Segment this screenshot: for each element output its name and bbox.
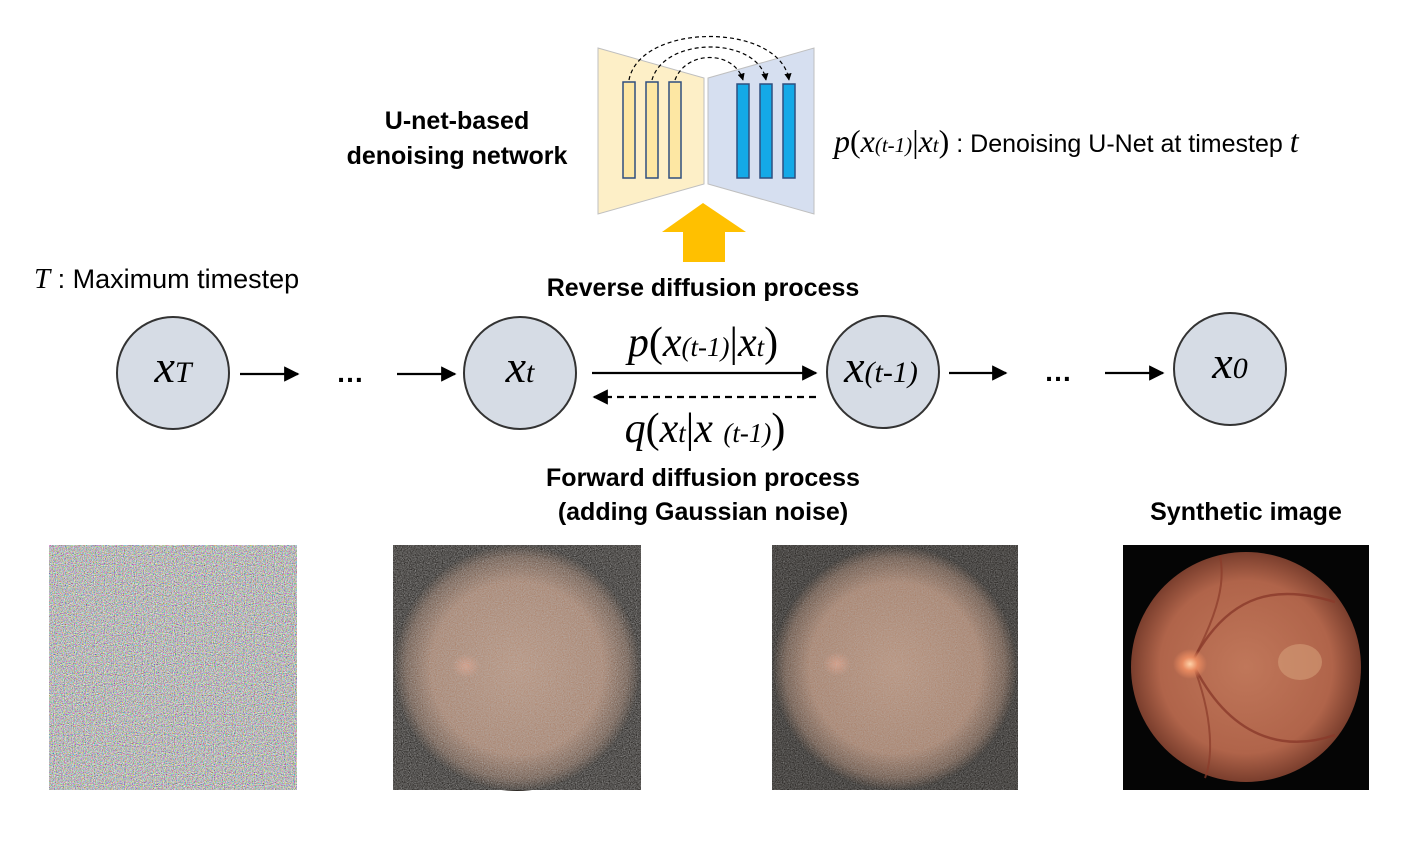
- eq-x: x: [860, 123, 875, 159]
- eq-x: x: [737, 320, 757, 366]
- skip-connection-arrow: [674, 57, 745, 81]
- node-xt-1: x(t-1): [826, 315, 940, 429]
- node-sub: 0: [1233, 352, 1248, 385]
- eq-p: p: [832, 123, 850, 159]
- unet-label-line1: U-net-based: [385, 107, 529, 135]
- decoder-block: [759, 83, 773, 179]
- ellipsis: …: [1044, 356, 1072, 387]
- encoder-block: [668, 81, 682, 179]
- reverse-equation: p(x(t-1)|xt): [625, 320, 778, 366]
- legend-text: Maximum timestep: [73, 264, 300, 294]
- eq-x: x: [662, 320, 682, 366]
- noisy-fundus-image-t-1: [772, 545, 1018, 790]
- ellipsis: …: [336, 357, 364, 388]
- eq-x: x: [659, 406, 679, 452]
- skip-connection-arrow: [628, 36, 792, 81]
- forward-process-label-line2: (adding Gaussian noise): [558, 498, 848, 526]
- eq-rparen: ): [771, 406, 785, 452]
- unet-description: Denoising U-Net at timestep: [970, 130, 1290, 158]
- svg-text:x0: x0: [1211, 337, 1247, 388]
- node-x: x: [843, 341, 865, 392]
- eq-colon: :: [949, 130, 970, 158]
- decoder-block: [782, 83, 796, 179]
- node-x: x: [153, 341, 175, 392]
- eq-sub: t: [933, 133, 940, 157]
- eq-sub: (t-1): [682, 332, 730, 362]
- reverse-process-label: Reverse diffusion process: [547, 274, 860, 302]
- eq-rparen: ): [764, 320, 778, 366]
- svg-text:xt: xt: [505, 341, 535, 392]
- skip-connection-arrow: [651, 46, 769, 81]
- encoder-block: [622, 81, 636, 179]
- eq-bar: |: [686, 406, 694, 452]
- forward-process-label-line1: Forward diffusion process: [546, 464, 860, 492]
- unet-diagram: [597, 36, 815, 262]
- eq-p: p: [625, 320, 649, 366]
- eq-sub: (t-1): [875, 133, 912, 157]
- eq-lparen: (: [649, 320, 663, 366]
- eq-lparen: (: [646, 406, 660, 452]
- noisy-fundus-image-t: [393, 545, 641, 791]
- node-x0: x0: [1173, 312, 1287, 426]
- decoder-block: [736, 83, 750, 179]
- eq-rparen: ): [939, 123, 950, 159]
- eq-x: x: [693, 406, 723, 452]
- node-sub: (t-1): [865, 356, 918, 389]
- node-sub: T: [175, 356, 194, 389]
- legend-T: T: [34, 263, 52, 295]
- encoder-block: [645, 81, 659, 179]
- eq-lparen: (: [850, 123, 861, 159]
- eq-sub: t: [757, 332, 766, 362]
- input-arrow: [662, 203, 746, 262]
- eq-q: q: [625, 406, 646, 452]
- unet-equation: p(x(t-1)|xt) : Denoising U-Net at timest…: [832, 123, 1300, 159]
- eq-sub: t: [678, 418, 687, 448]
- unet-label-line2: denoising network: [347, 142, 568, 170]
- svg-text:xT: xT: [153, 341, 193, 392]
- eq-bar: |: [912, 123, 918, 159]
- node-sub: t: [526, 356, 535, 389]
- eq-t: t: [1290, 123, 1300, 159]
- eq-bar: |: [730, 320, 738, 366]
- node-xt: xt: [463, 316, 577, 430]
- node-x: x: [1211, 337, 1233, 388]
- forward-equation: q(xt|x (t-1)): [625, 406, 786, 452]
- node-xT: xT: [116, 316, 230, 430]
- eq-x: x: [918, 123, 933, 159]
- max-timestep-legend: T : Maximum timestep: [34, 263, 299, 295]
- node-x: x: [505, 341, 527, 392]
- synthetic-fundus-image: [1123, 545, 1369, 790]
- svg-text:x(t-1): x(t-1): [843, 341, 918, 392]
- legend-colon: :: [50, 264, 73, 294]
- eq-sub: (t-1): [723, 418, 771, 448]
- noise-image: [49, 545, 297, 790]
- synthetic-image-label: Synthetic image: [1150, 498, 1342, 526]
